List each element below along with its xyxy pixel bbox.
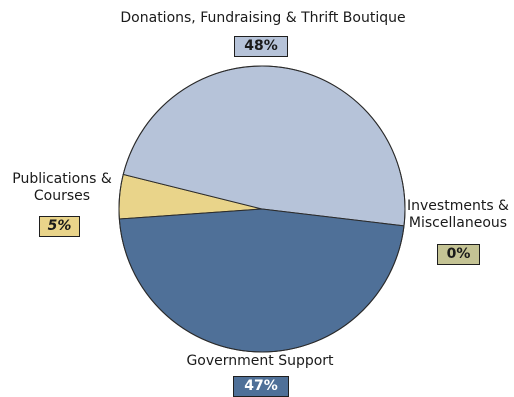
percent-badge-investments-miscellaneous: 0% [437,244,480,265]
slice-label-publications-courses: Publications & Courses [2,171,122,205]
percent-badge-government-support: 47% [233,376,289,397]
slice-label-line: Publications & [12,171,112,187]
slice-label-line: Government Support [186,353,334,369]
slice-label-line: Miscellaneous [408,215,508,231]
percent-badge-publications-courses: 5% [39,216,80,237]
slice-label-investments-miscellaneous: Investments & Miscellaneous [398,198,514,232]
slice-label-government-support: Government Support [150,353,370,370]
slice-label-line: Donations, Fundraising & Thrift Boutique [120,10,406,26]
pie-outline [118,65,406,353]
percent-badge-donations-fundraising-thrift-boutique: 48% [234,36,288,57]
slice-label-donations-fundraising-thrift-boutique: Donations, Fundraising & Thrift Boutique [98,10,428,27]
pie-slice-government-support [118,208,405,353]
slice-label-line: Investments & [407,198,509,214]
slice-label-line: Courses [33,188,91,204]
